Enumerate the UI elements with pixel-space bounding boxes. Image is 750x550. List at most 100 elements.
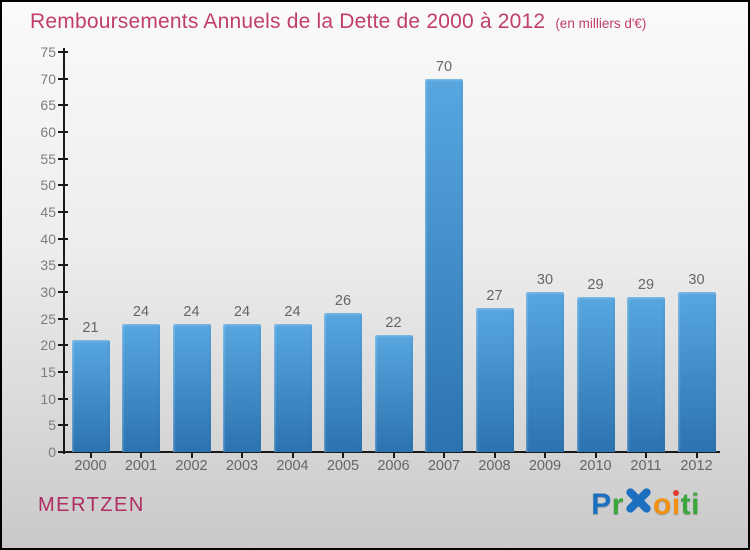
x-tick-label: 2007 (427, 458, 461, 474)
x-tick-mark (140, 453, 142, 458)
bar-2007 (425, 78, 463, 452)
x-tick-mark (190, 453, 193, 458)
y-tick-label: 25 (40, 310, 56, 327)
bar-2000 (71, 340, 110, 452)
y-tick-label: 15 (40, 364, 56, 380)
x-tick-mark (493, 453, 496, 458)
y-tick-mark (58, 397, 68, 400)
x-tick-mark (89, 453, 92, 458)
logo-letter-i: i (691, 488, 700, 521)
bar-2006 (374, 334, 413, 452)
y-tick-label: 65 (40, 97, 56, 114)
bar-value-label: 29 (587, 277, 604, 294)
bar-2008 (475, 308, 514, 452)
x-tick-label: 2011 (630, 458, 662, 474)
y-tick-mark (58, 51, 68, 53)
bar-value-label: 70 (435, 58, 453, 75)
x-tick-label: 2003 (225, 458, 259, 474)
bar-2009 (526, 292, 564, 452)
x-tick-mark (342, 453, 344, 458)
bar-2001 (122, 324, 160, 452)
commune-label: MERTZEN (38, 494, 145, 516)
chart-title: Remboursements Annuels de la Dette de 20… (30, 10, 546, 33)
logo-letter-i: ı (671, 488, 681, 521)
y-tick-mark (58, 157, 68, 160)
bar-value-label: 30 (688, 272, 705, 288)
y-axis (63, 48, 65, 454)
bar-value-label: 29 (637, 277, 655, 294)
x-tick-mark (291, 453, 294, 458)
chart-title-row: Remboursements Annuels de la Dette de 20… (30, 10, 646, 34)
logo-letter-o: o (652, 488, 672, 521)
x-tick-label: 2004 (276, 458, 309, 474)
y-tick-mark (58, 131, 68, 133)
y-tick-mark (58, 211, 68, 213)
y-tick-label: 60 (40, 124, 56, 140)
y-tick-mark (58, 184, 68, 187)
x-tick-mark (241, 453, 243, 458)
bar-value-label: 26 (334, 293, 352, 310)
y-tick-mark (58, 371, 68, 373)
x-tick-label: 2000 (74, 458, 107, 474)
bar-value-label: 22 (385, 314, 402, 331)
y-tick-label: 10 (40, 390, 56, 407)
y-tick-label: 75 (40, 44, 56, 60)
x-tick-label: 2005 (326, 458, 360, 474)
x-tick-label: 2009 (528, 458, 562, 474)
y-tick-mark (58, 344, 68, 347)
y-tick-label: 55 (40, 150, 56, 167)
y-tick-mark (58, 424, 68, 427)
bar-value-label: 30 (536, 272, 554, 288)
bar-2005 (324, 313, 362, 452)
bar-2004 (273, 324, 312, 452)
bar-value-label: 21 (82, 320, 99, 336)
y-tick-label: 20 (40, 337, 56, 354)
x-tick-label: 2001 (124, 458, 158, 474)
bar-value-label: 24 (233, 304, 251, 320)
y-tick-mark (58, 77, 68, 80)
x-tick-mark (594, 453, 597, 458)
x-tick-mark (695, 453, 698, 458)
x-tick-mark (392, 453, 395, 458)
x-tick-label: 2010 (579, 458, 612, 474)
x-tick-label: 2002 (175, 458, 208, 474)
logo-letter-dot (673, 490, 680, 496)
bar-2010 (576, 297, 615, 452)
bar-value-label: 24 (183, 304, 200, 320)
logo-x-icon (626, 488, 651, 513)
y-tick-mark (58, 104, 68, 107)
logo-letter-t: t (680, 488, 692, 521)
x-tick-label: 2012 (680, 458, 713, 474)
bar-2011 (627, 297, 665, 452)
y-tick-label: 0 (48, 444, 56, 460)
y-tick-label: 50 (40, 177, 56, 194)
x-tick-label: 2006 (377, 458, 410, 474)
bar-value-label: 24 (284, 304, 301, 320)
bar-2002 (172, 324, 211, 452)
y-tick-label: 40 (40, 230, 56, 247)
y-tick-label: 45 (40, 204, 56, 220)
y-tick-mark (58, 237, 68, 240)
y-tick-mark (58, 317, 68, 320)
x-axis (64, 451, 720, 453)
bar-value-label: 27 (486, 288, 503, 304)
y-tick-mark (58, 291, 68, 293)
bar-value-label: 24 (132, 304, 150, 320)
x-tick-label: 2008 (478, 458, 511, 474)
logo-letter-r: r (611, 488, 624, 521)
y-tick-label: 35 (40, 257, 56, 274)
bar-2012 (677, 292, 716, 452)
x-tick-mark (443, 453, 445, 458)
x-tick-mark (544, 453, 546, 458)
bar-2003 (223, 324, 261, 452)
x-tick-mark (645, 453, 647, 458)
y-tick-label: 70 (40, 70, 56, 87)
y-tick-mark (58, 451, 68, 453)
logo-letter-P: P (591, 488, 612, 521)
y-tick-label: 30 (40, 284, 56, 300)
y-tick-label: 5 (48, 417, 56, 434)
y-tick-mark (58, 264, 68, 267)
